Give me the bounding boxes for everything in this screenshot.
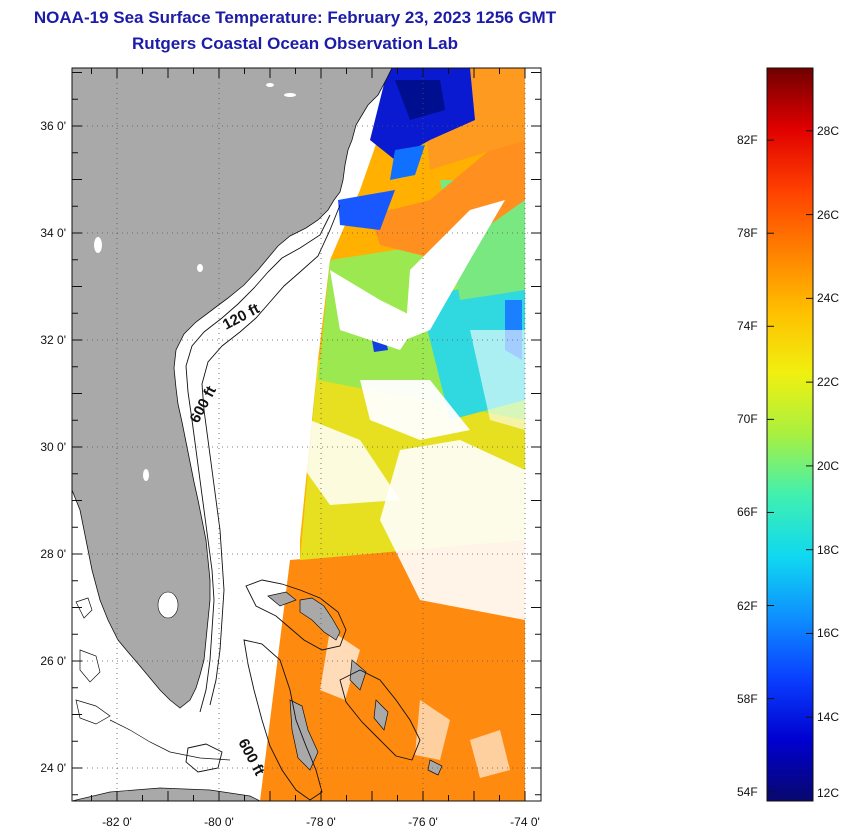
latitude-label: 36 0' — [40, 119, 66, 133]
longitude-label: -80 0' — [204, 815, 234, 829]
colorbar-label-celsius: 12C — [817, 786, 840, 800]
colorbar-label-fahrenheit: 66F — [737, 505, 758, 520]
longitude-label: -78 0' — [306, 815, 336, 829]
longitude-label: -74 0' — [510, 815, 540, 829]
contour-120ft — [185, 214, 331, 713]
colorbar-label-fahrenheit: 82F — [737, 133, 758, 148]
colorbar — [766, 67, 814, 802]
latitude-label: 30 0' — [40, 440, 66, 454]
title-line-2: Rutgers Coastal Ocean Observation Lab — [132, 34, 458, 53]
longitude-labels: -82 0' -80 0' -78 0' -76 0' -74 0' — [102, 815, 540, 829]
colorbar-label-fahrenheit: 62F — [737, 598, 758, 613]
map-content: 120 ft 600 ft 600 ft — [72, 68, 541, 801]
latitude-label: 32 0' — [40, 333, 66, 347]
title-line-1: NOAA-19 Sea Surface Temperature: Februar… — [33, 8, 557, 27]
latitude-labels: 36 0' 34 0' 32 0' 30 0' 28 0' 26 0' 24 0' — [40, 119, 66, 775]
colorbar-ticks — [767, 130, 813, 802]
colorbar-label-fahrenheit: 54F — [737, 784, 758, 799]
land-mainland — [72, 68, 393, 709]
colorbar-label-celsius: 22C — [817, 375, 840, 390]
map-ticks — [72, 68, 541, 801]
colorbar-label-celsius: 28C — [817, 123, 840, 138]
colorbar-label-celsius: 24C — [817, 291, 840, 306]
colorbar-label-celsius: 18C — [817, 542, 840, 557]
colorbar-label-celsius: 26C — [817, 207, 840, 222]
colorbar-label-fahrenheit: 78F — [737, 226, 758, 241]
latitude-label: 34 0' — [40, 226, 66, 240]
colorbar-label-fahrenheit: 74F — [737, 319, 758, 334]
contour-600ft — [201, 204, 341, 706]
longitude-label: -76 0' — [408, 815, 438, 829]
latitude-label: 26 0' — [40, 654, 66, 668]
longitude-label: -82 0' — [102, 815, 132, 829]
contour-bahamas-600ft — [185, 579, 421, 801]
map-frame — [71, 67, 542, 802]
colorbar-label-fahrenheit: 70F — [737, 412, 758, 427]
colorbar-label-celsius: 16C — [817, 626, 840, 641]
colorbar-label-celsius: 20C — [817, 458, 840, 473]
latitude-label: 28 0' — [40, 547, 66, 561]
bahamas-islands — [267, 591, 443, 776]
sst-swath — [260, 68, 525, 801]
map-grid — [72, 68, 541, 801]
colorbar-label-fahrenheit: 58F — [737, 691, 758, 706]
colorbar-label-celsius: 14C — [817, 710, 840, 725]
land-cuba — [72, 787, 261, 801]
latitude-label: 24 0' — [40, 761, 66, 775]
